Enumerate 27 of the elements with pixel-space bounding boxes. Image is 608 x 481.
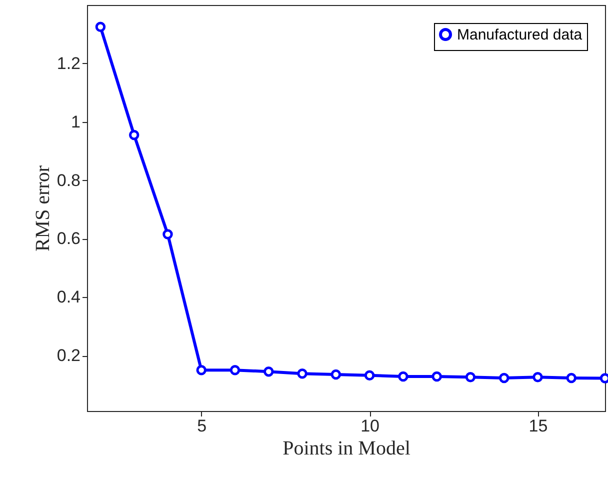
point	[364, 370, 375, 380]
point	[230, 364, 240, 376]
legend-label: Manufactured data	[457, 26, 583, 44]
point	[566, 372, 576, 384]
point	[95, 22, 106, 32]
y-tick-label: 1.2	[56, 54, 80, 73]
point	[432, 371, 442, 382]
point	[297, 368, 308, 379]
y-tick-label: 1	[71, 112, 80, 132]
y-tick-label: 0.6	[56, 229, 80, 248]
y-tick-label: 0.2	[56, 346, 80, 366]
point	[330, 369, 342, 380]
point	[398, 371, 408, 382]
y-tick-label: 0.4	[56, 288, 80, 307]
x-axis-title: Points in Model	[282, 438, 411, 460]
x-tick-label: 15	[528, 416, 548, 436]
point	[532, 372, 543, 382]
x-tick-label: 10	[360, 416, 380, 436]
point	[264, 366, 274, 377]
point	[128, 130, 140, 140]
point	[196, 364, 206, 376]
point	[162, 229, 173, 240]
point	[498, 372, 510, 384]
y-axis-title: RMS error	[32, 165, 54, 252]
x-tick-label: 5	[197, 416, 207, 436]
y-tick-label: 0.8	[56, 170, 80, 190]
point	[465, 372, 476, 382]
